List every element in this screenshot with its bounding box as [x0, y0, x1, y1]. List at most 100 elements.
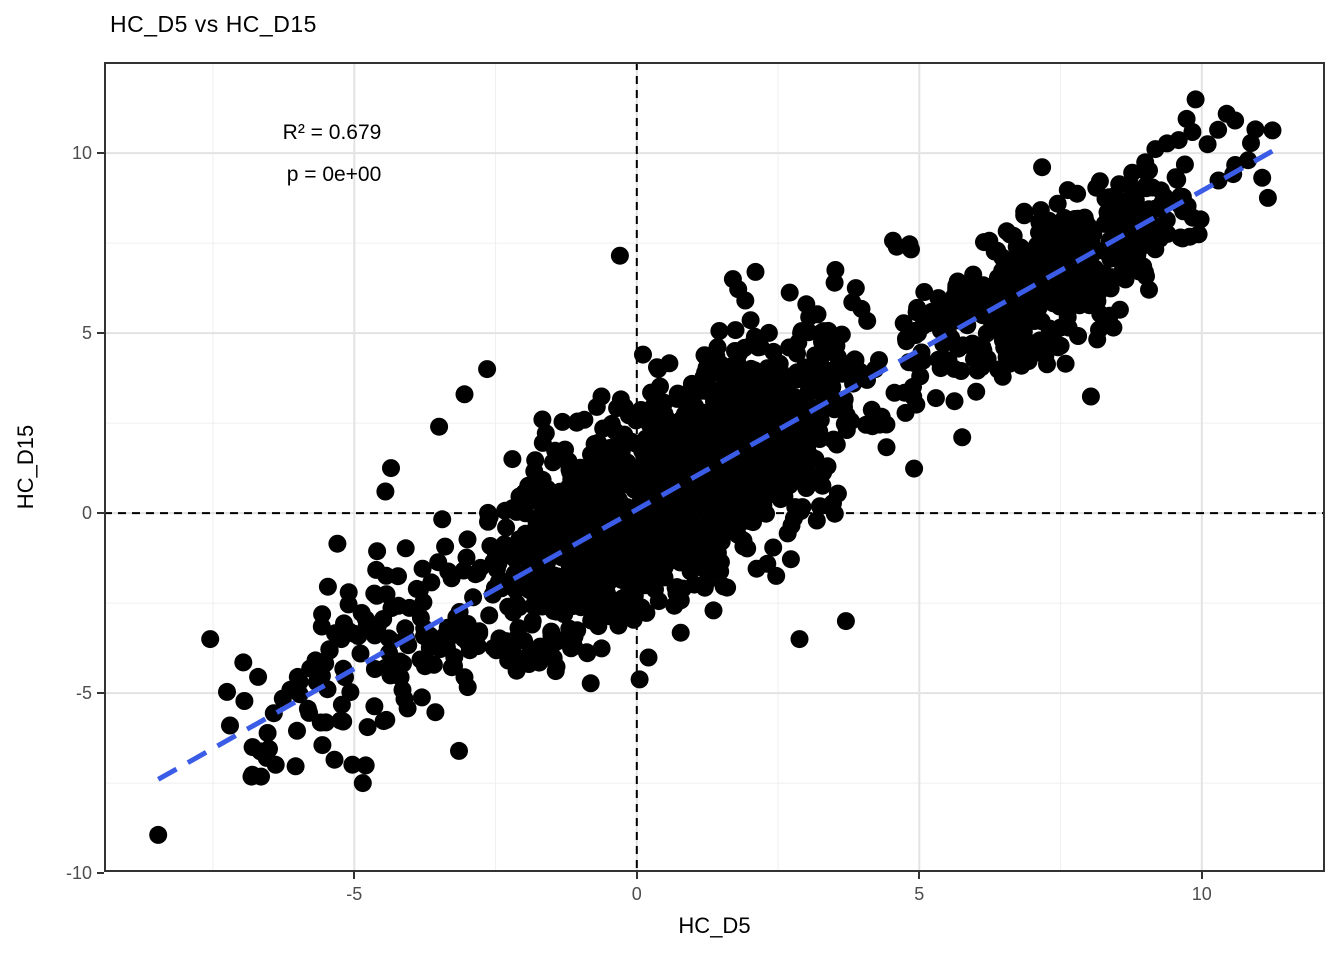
data-point	[412, 688, 431, 707]
data-point	[288, 667, 307, 686]
data-point	[775, 487, 794, 506]
data-point	[723, 481, 742, 500]
data-point	[581, 674, 600, 693]
data-point	[958, 274, 977, 293]
data-point	[647, 465, 666, 484]
data-point	[454, 629, 473, 648]
data-point	[1173, 229, 1192, 248]
data-point	[318, 577, 337, 596]
data-point	[353, 774, 372, 793]
data-point	[711, 562, 730, 581]
data-point	[457, 548, 476, 567]
data-point	[806, 346, 825, 365]
data-point	[565, 627, 584, 646]
plot-canvas	[104, 62, 1325, 872]
data-point	[836, 612, 855, 631]
data-point	[356, 756, 375, 775]
data-point	[724, 502, 742, 521]
data-point	[546, 662, 565, 681]
data-point	[887, 237, 906, 256]
data-point	[862, 400, 881, 419]
data-point	[218, 682, 236, 701]
data-point	[652, 421, 671, 440]
data-point	[987, 279, 1006, 298]
data-point	[700, 383, 719, 402]
p-value-annotation: p = 0e+00	[286, 163, 382, 186]
data-point	[684, 465, 703, 484]
data-point	[1124, 220, 1143, 239]
data-point	[728, 525, 747, 544]
data-point	[982, 312, 1001, 331]
data-point	[455, 385, 474, 404]
data-point	[331, 711, 350, 730]
y-tick-label: 10	[71, 143, 92, 164]
data-point	[518, 528, 537, 547]
data-point	[1177, 109, 1196, 128]
data-point	[728, 352, 747, 370]
data-point	[659, 552, 678, 571]
y-tick-mark	[97, 512, 104, 515]
data-point	[591, 593, 610, 612]
data-point	[810, 430, 829, 448]
data-point	[313, 736, 332, 755]
data-point	[470, 622, 489, 641]
data-point	[1030, 267, 1049, 286]
data-point	[696, 363, 715, 382]
data-point	[679, 530, 697, 549]
data-point	[526, 451, 545, 470]
regression-line	[157, 148, 1274, 782]
data-point	[672, 410, 691, 429]
data-point	[1246, 120, 1265, 139]
data-point	[381, 666, 400, 685]
data-point	[367, 560, 386, 579]
data-point	[1157, 211, 1176, 229]
data-point	[567, 413, 586, 432]
data-point	[441, 627, 460, 646]
data-point	[1186, 90, 1205, 109]
data-point	[797, 295, 816, 314]
data-point	[368, 542, 387, 561]
data-point	[374, 712, 393, 731]
data-point	[610, 246, 629, 265]
r-squared-annotation: R² = 0.679	[282, 121, 382, 144]
data-point	[533, 410, 552, 429]
data-point	[583, 460, 601, 479]
data-point	[325, 750, 344, 769]
data-point	[747, 465, 766, 484]
data-point	[396, 619, 415, 638]
data-point	[286, 757, 305, 776]
data-point	[389, 567, 407, 586]
data-point	[445, 657, 463, 675]
data-point	[1143, 178, 1162, 197]
data-point	[1169, 131, 1188, 150]
data-point	[746, 411, 765, 430]
data-point	[616, 541, 635, 560]
data-point	[594, 503, 613, 522]
data-point	[524, 596, 543, 615]
data-point	[790, 630, 809, 649]
data-point	[575, 493, 594, 512]
data-point	[558, 573, 577, 591]
y-axis-title: HC_D15	[13, 424, 38, 510]
data-point	[627, 411, 646, 430]
x-tick-label: 10	[1191, 884, 1212, 904]
data-point	[995, 336, 1014, 355]
data-point	[671, 623, 690, 642]
data-point	[810, 377, 829, 395]
data-point	[1008, 248, 1027, 267]
data-point	[843, 293, 862, 312]
data-point	[1258, 188, 1277, 207]
data-point	[1166, 168, 1185, 187]
data-point	[767, 566, 786, 585]
data-point	[726, 321, 745, 340]
data-point	[523, 612, 542, 631]
data-point	[805, 472, 823, 491]
data-point	[1253, 168, 1272, 187]
data-point	[1263, 121, 1282, 140]
data-point	[273, 689, 292, 708]
data-point	[509, 502, 528, 521]
data-point	[487, 545, 505, 564]
data-point	[484, 638, 503, 657]
data-point	[746, 262, 765, 281]
